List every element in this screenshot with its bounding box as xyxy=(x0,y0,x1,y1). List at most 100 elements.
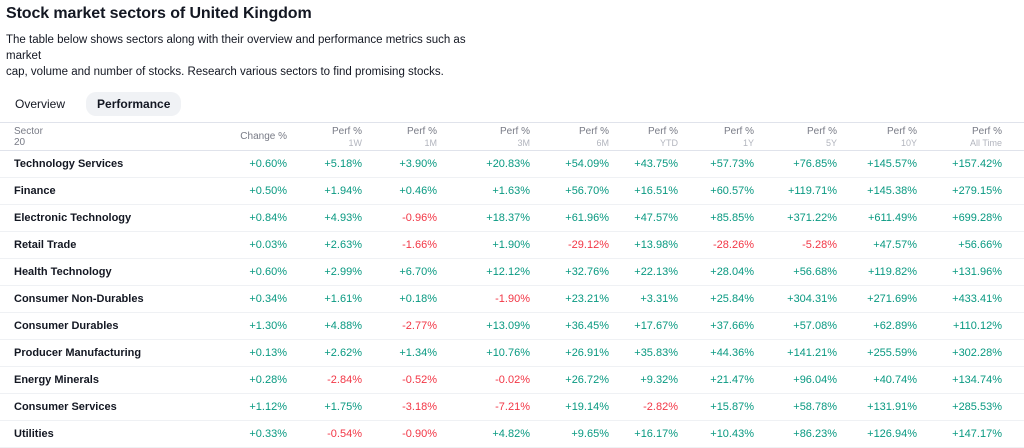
column-label: Perf % xyxy=(578,125,609,137)
page-description-line-1: The table below shows sectors along with… xyxy=(6,34,466,62)
perf-value: +3.90% xyxy=(362,150,437,178)
sector-link[interactable]: Retail Trade xyxy=(0,231,220,259)
sector-link[interactable]: Producer Manufacturing xyxy=(0,339,220,367)
perf-value: +85.85% xyxy=(678,204,754,232)
sector-link[interactable]: Consumer Services xyxy=(0,393,220,421)
perf-value: +131.96% xyxy=(917,258,1024,286)
sector-performance-table: Sector 20 Change % Perf % 1W Perf % 1M Perf %… xyxy=(0,122,1024,448)
column-header-10y[interactable]: Perf % 10Y xyxy=(837,123,917,151)
perf-value: +131.91% xyxy=(837,393,917,421)
column-label: Perf % xyxy=(331,125,362,137)
sector-link[interactable]: Technology Services xyxy=(0,150,220,178)
column-label: Perf % xyxy=(723,125,754,137)
column-header-1y[interactable]: Perf % 1Y xyxy=(678,123,754,151)
perf-value: -0.52% xyxy=(362,366,437,394)
sector-link[interactable]: Health Technology xyxy=(0,258,220,286)
perf-value: +56.70% xyxy=(530,177,609,205)
perf-value: +0.33% xyxy=(220,420,287,448)
perf-value: +285.53% xyxy=(917,393,1024,421)
perf-value: +147.17% xyxy=(917,420,1024,448)
column-header-change[interactable]: Change % xyxy=(220,123,287,151)
tab-bar: Overview Performance xyxy=(4,92,1024,116)
perf-value: +96.04% xyxy=(754,366,837,394)
perf-value: +44.36% xyxy=(678,339,754,367)
perf-value: +16.17% xyxy=(609,420,678,448)
sector-link[interactable]: Consumer Non-Durables xyxy=(0,285,220,313)
perf-value: +0.60% xyxy=(220,258,287,286)
sector-link[interactable]: Utilities xyxy=(0,420,220,448)
table-body: Technology Services +0.60% +5.18% +3.90% +20… xyxy=(0,150,1024,448)
perf-value: +9.65% xyxy=(530,420,609,448)
perf-value: +61.96% xyxy=(530,204,609,232)
column-period-label: 10Y xyxy=(900,137,917,148)
table-row: Retail Trade +0.03% +2.63% -1.66% +1.90% -29.… xyxy=(0,231,1024,259)
perf-value: -2.77% xyxy=(362,312,437,340)
perf-value: -0.54% xyxy=(287,420,362,448)
perf-value: +37.66% xyxy=(678,312,754,340)
perf-value: +0.84% xyxy=(220,204,287,232)
column-header-all-time[interactable]: Perf % All Time xyxy=(917,123,1024,151)
perf-value: +0.18% xyxy=(362,285,437,313)
column-period-label: 1M xyxy=(424,137,437,148)
perf-value: +58.78% xyxy=(754,393,837,421)
perf-value: +0.60% xyxy=(220,150,287,178)
perf-value: +119.71% xyxy=(754,177,837,205)
perf-value: +10.76% xyxy=(437,339,530,367)
sector-link[interactable]: Consumer Durables xyxy=(0,312,220,340)
perf-value: +611.49% xyxy=(837,204,917,232)
column-header-ytd[interactable]: Perf % YTD xyxy=(609,123,678,151)
perf-value: -7.21% xyxy=(437,393,530,421)
table-header-row: Sector 20 Change % Perf % 1W Perf % 1M Perf %… xyxy=(0,122,1024,151)
perf-value: +699.28% xyxy=(917,204,1024,232)
column-label: Perf % xyxy=(886,125,917,137)
perf-value: +0.34% xyxy=(220,285,287,313)
column-header-1m[interactable]: Perf % 1M xyxy=(362,123,437,151)
sector-link[interactable]: Finance xyxy=(0,177,220,205)
table-row: Energy Minerals +0.28% -2.84% -0.52% -0.02% +… xyxy=(0,366,1024,394)
perf-value: +16.51% xyxy=(609,177,678,205)
sector-column-label: Sector xyxy=(14,125,43,137)
page-header: Stock market sectors of United Kingdom T… xyxy=(0,0,1024,80)
column-header-sector[interactable]: Sector 20 xyxy=(0,123,220,151)
perf-value: -1.66% xyxy=(362,231,437,259)
perf-value: +141.21% xyxy=(754,339,837,367)
table-row: Finance +0.50% +1.94% +0.46% +1.63% +56.70% +1… xyxy=(0,177,1024,205)
sector-link[interactable]: Energy Minerals xyxy=(0,366,220,394)
perf-value: +56.66% xyxy=(917,231,1024,259)
perf-value: +56.68% xyxy=(754,258,837,286)
column-header-1w[interactable]: Perf % 1W xyxy=(287,123,362,151)
perf-value: +86.23% xyxy=(754,420,837,448)
perf-value: +20.83% xyxy=(437,150,530,178)
perf-value: -29.12% xyxy=(530,231,609,259)
column-period-label: 1W xyxy=(348,137,363,148)
table-row: Electronic Technology +0.84% +4.93% -0.96% +… xyxy=(0,204,1024,232)
column-header-3m[interactable]: Perf % 3M xyxy=(437,123,530,151)
tab-overview[interactable]: Overview xyxy=(15,97,66,111)
table-row: Health Technology +0.60% +2.99% +6.70% +12.1… xyxy=(0,258,1024,286)
perf-value: +26.91% xyxy=(530,339,609,367)
perf-value: +22.13% xyxy=(609,258,678,286)
perf-value: +1.12% xyxy=(220,393,287,421)
perf-value: +145.57% xyxy=(837,150,917,178)
perf-value: +28.04% xyxy=(678,258,754,286)
perf-value: +1.61% xyxy=(287,285,362,313)
perf-value: +4.88% xyxy=(287,312,362,340)
column-header-5y[interactable]: Perf % 5Y xyxy=(754,123,837,151)
sector-count: 20 xyxy=(14,136,26,148)
sector-link[interactable]: Electronic Technology xyxy=(0,204,220,232)
tab-performance[interactable]: Performance xyxy=(86,92,182,116)
perf-value: +0.46% xyxy=(362,177,437,205)
perf-value: +1.34% xyxy=(362,339,437,367)
perf-value: +0.50% xyxy=(220,177,287,205)
column-label: Perf % xyxy=(647,125,678,137)
perf-value: +25.84% xyxy=(678,285,754,313)
table-row: Consumer Non-Durables +0.34% +1.61% +0.18% -… xyxy=(0,285,1024,313)
perf-value: +2.63% xyxy=(287,231,362,259)
page-title: Stock market sectors of United Kingdom xyxy=(6,5,312,22)
perf-value: +126.94% xyxy=(837,420,917,448)
column-header-6m[interactable]: Perf % 6M xyxy=(530,123,609,151)
perf-value: +13.09% xyxy=(437,312,530,340)
perf-value: +62.89% xyxy=(837,312,917,340)
perf-value: +26.72% xyxy=(530,366,609,394)
perf-value: +0.13% xyxy=(220,339,287,367)
